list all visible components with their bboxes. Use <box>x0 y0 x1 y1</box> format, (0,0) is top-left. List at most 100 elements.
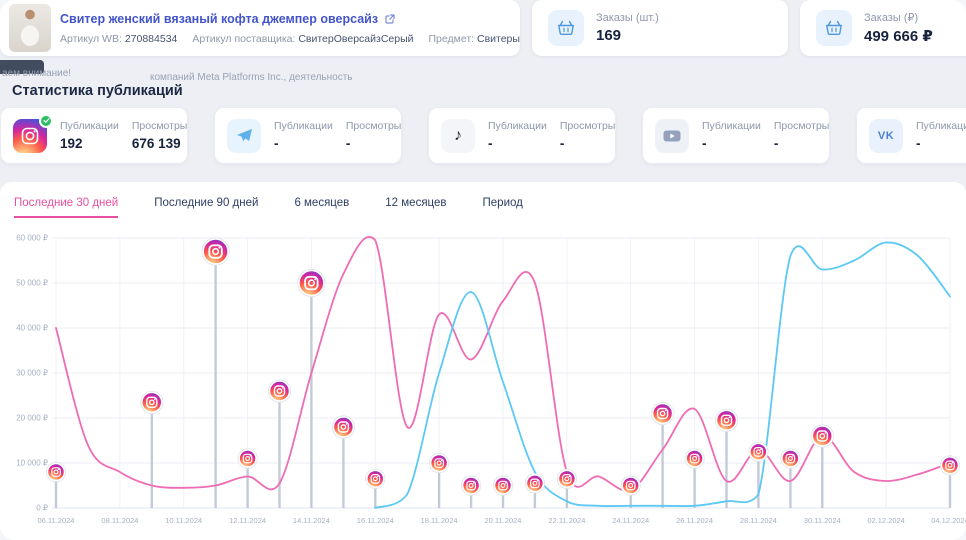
external-link-icon[interactable] <box>384 13 396 25</box>
views-label: Просмотры <box>773 120 830 132</box>
instagram-publication-marker[interactable] <box>297 268 326 298</box>
basket-icon <box>816 10 852 46</box>
views-label: Просмотры <box>131 120 188 132</box>
section-title: Статистика публикаций <box>12 83 183 99</box>
banner-remnant-pill[interactable] <box>0 60 44 74</box>
vk-icon: VK <box>869 118 903 153</box>
basket-icon <box>548 10 584 46</box>
tab-6-months[interactable]: 6 месяцев <box>294 197 350 209</box>
instagram-publication-marker[interactable] <box>684 448 705 469</box>
youtube-stats-card[interactable]: Публикации - Просмотры - <box>642 107 830 164</box>
x-axis-label: 20.11.2024 <box>485 516 522 525</box>
instagram-publication-marker[interactable] <box>237 448 258 469</box>
tab-last-30-days[interactable]: Последние 30 дней <box>14 197 119 218</box>
youtube-icon <box>655 118 689 153</box>
x-axis-label: 16.11.2024 <box>357 516 394 525</box>
instagram-publication-marker[interactable] <box>714 408 739 432</box>
product-title-link[interactable]: Свитер женский вязаный кофта джемпер ове… <box>60 11 379 26</box>
orders-count-value: 169 <box>596 27 622 44</box>
x-axis-label: 18.11.2024 <box>421 516 458 525</box>
instagram-publication-marker[interactable] <box>331 415 355 439</box>
publications-label: Публикации <box>60 120 119 132</box>
chart-area: 0 ₽ 10 000 ₽ 20 000 ₽ 30 000 ₽ 40 000 ₽ 50 00… <box>0 222 966 540</box>
tab-custom-period[interactable]: Период <box>482 197 523 209</box>
article-wb-value: 270884534 <box>124 32 178 45</box>
instagram-publication-marker[interactable] <box>939 455 961 476</box>
instagram-publication-marker[interactable] <box>524 473 546 494</box>
banner-remnant-text-1: аем внимание! <box>2 68 72 79</box>
period-tabs: Последние 30 дней Последние 90 дней 6 ме… <box>0 182 966 218</box>
publications-value: - <box>488 136 493 151</box>
instagram-stats-card[interactable]: Публикации 192 Просмотры 676 139 <box>0 107 188 164</box>
product-meta: Артикул WB: 270884534 Артикул поставщика… <box>60 32 520 45</box>
tiktok-icon: ♪ <box>441 118 475 153</box>
views-value: - <box>345 136 351 151</box>
publications-chart[interactable]: 0 ₽ 10 000 ₽ 20 000 ₽ 30 000 ₽ 40 000 ₽ 50 00… <box>0 222 966 538</box>
instagram-publication-marker[interactable] <box>365 468 386 489</box>
vk-stats-card[interactable]: VK Публикации - <box>856 107 966 164</box>
instagram-publication-marker[interactable] <box>651 401 675 426</box>
y-axis-label: 20 000 ₽ <box>16 414 48 423</box>
x-axis-label: 30.11.2024 <box>804 516 841 525</box>
views-label: Просмотры <box>559 120 616 132</box>
instagram-publication-marker[interactable] <box>461 475 482 496</box>
y-axis-label: 10 000 ₽ <box>16 459 48 468</box>
article-wb-label: Артикул WB: <box>60 32 122 45</box>
x-axis-label: 10.11.2024 <box>165 516 202 525</box>
y-axis-label: 0 ₽ <box>36 504 48 513</box>
views-value: 676 139 <box>131 136 181 151</box>
series-orders-rub <box>55 236 951 492</box>
product-image[interactable] <box>9 4 51 52</box>
x-axis-label: 26.11.2024 <box>676 516 713 525</box>
banner-remnant-text-2: компаний Meta Platforms Inc., деятельнос… <box>150 72 353 83</box>
instagram-publication-marker[interactable] <box>492 475 514 496</box>
x-axis-label: 02.12.2024 <box>867 516 905 525</box>
instagram-publication-marker[interactable] <box>429 452 450 474</box>
supplier-article-value: СвитерОверсайзСерый <box>298 32 414 45</box>
instagram-publication-marker[interactable] <box>748 441 769 462</box>
orders-sum-value: 499 666 ₽ <box>864 28 933 45</box>
subject-label: Предмет: <box>428 32 475 45</box>
publications-label: Публикации <box>702 120 761 132</box>
instagram-publication-marker[interactable] <box>140 390 164 414</box>
orders-count-card: Заказы (шт.) 169 <box>532 0 788 56</box>
x-axis-label: 28.11.2024 <box>740 516 777 525</box>
product-info: Свитер женский вязаный кофта джемпер ове… <box>60 11 520 45</box>
instagram-publication-marker[interactable] <box>810 424 834 448</box>
social-cards-row: Публикации 192 Просмотры 676 139 Публика… <box>0 107 966 164</box>
y-axis-label: 40 000 ₽ <box>16 324 48 333</box>
publications-value: - <box>916 136 921 151</box>
tiktok-stats-card[interactable]: ♪ Публикации - Просмотры - <box>428 107 616 164</box>
x-axis-label: 06.11.2024 <box>38 516 75 525</box>
instagram-publication-marker[interactable] <box>780 448 801 469</box>
publications-value: - <box>702 136 707 151</box>
orders-sum-label: Заказы (₽) <box>864 12 919 24</box>
subject-value: Свитеры <box>476 32 520 45</box>
publications-label: Публикации <box>488 120 547 132</box>
publications-stats-section: аем внимание! компаний Meta Platforms In… <box>0 60 966 164</box>
publications-value: - <box>274 136 279 151</box>
instagram-publication-marker[interactable] <box>201 237 230 266</box>
x-axis-label: 08.11.2024 <box>101 516 138 525</box>
series-views <box>374 241 951 509</box>
header-row: Свитер женский вязаный кофта джемпер ове… <box>0 0 966 56</box>
y-axis-label: 60 000 ₽ <box>16 234 48 243</box>
instagram-publication-marker[interactable] <box>620 475 641 496</box>
instagram-publication-marker[interactable] <box>556 468 578 489</box>
publications-value: 192 <box>60 136 83 151</box>
verified-check-icon <box>39 113 53 128</box>
tab-12-months[interactable]: 12 месяцев <box>385 197 447 209</box>
telegram-stats-card[interactable]: Публикации - Просмотры - <box>214 107 402 164</box>
x-axis-label: 22.11.2024 <box>548 516 585 525</box>
telegram-icon <box>227 118 261 153</box>
tab-last-90-days[interactable]: Последние 90 дней <box>154 197 259 209</box>
supplier-article-label: Артикул поставщика: <box>192 32 296 45</box>
views-value: - <box>773 136 779 151</box>
x-axis-label: 04.12.2024 <box>931 516 966 525</box>
instagram-publication-marker[interactable] <box>267 379 292 403</box>
views-value: - <box>559 136 565 151</box>
instagram-publication-marker[interactable] <box>45 461 67 483</box>
product-card: Свитер женский вязаный кофта джемпер ове… <box>0 0 520 56</box>
chart-panel: Последние 30 дней Последние 90 дней 6 ме… <box>0 182 966 540</box>
